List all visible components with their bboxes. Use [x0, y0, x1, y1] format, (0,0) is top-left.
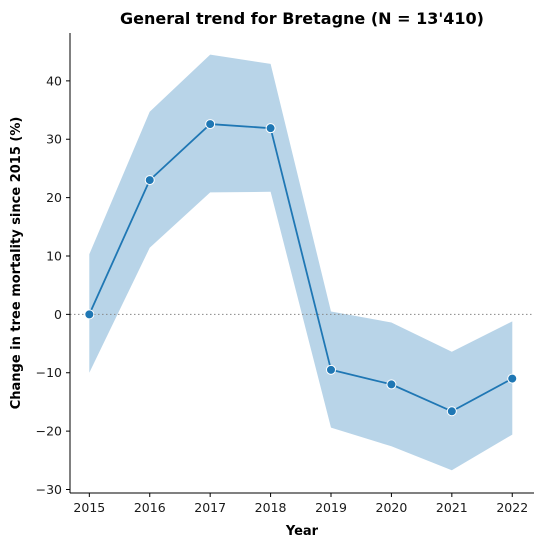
x-tick-label: 2017	[194, 500, 226, 515]
y-tick-label: 0	[54, 307, 62, 322]
plot-area: −30 −20 −10 0 10 20 30 40 2015 2016 2017 2018 2019 20…	[36, 33, 534, 515]
x-tick-label: 2018	[255, 500, 287, 515]
series-line	[88, 123, 513, 413]
data-point-2020	[386, 379, 397, 390]
x-tick-label: 2019	[315, 500, 347, 515]
data-point-2018	[265, 123, 276, 134]
data-point-2017	[205, 119, 216, 130]
data-point-2016	[144, 175, 155, 186]
chart-title: General trend for Bretagne (N = 13'410)	[120, 9, 484, 28]
y-tick-label: 10	[46, 248, 62, 263]
x-tick-label: 2016	[134, 500, 166, 515]
y-tick-label: −10	[36, 365, 62, 380]
y-tick-label: 20	[46, 190, 62, 205]
y-tick-label: 40	[46, 73, 62, 88]
x-tick-label: 2021	[436, 500, 468, 515]
y-axis-title: Change in tree mortality since 2015 (%)	[9, 117, 24, 410]
y-tick-label: −20	[36, 424, 62, 439]
data-point-2022	[507, 373, 518, 384]
confidence-band	[89, 54, 513, 471]
x-tick-label: 2022	[496, 500, 528, 515]
data-point-2015	[84, 309, 95, 320]
data-point-2019	[326, 364, 336, 375]
x-tick-label: 2020	[376, 500, 408, 515]
x-axis-title: Year	[285, 524, 319, 539]
data-point-2021	[446, 406, 457, 417]
y-tick-label: 30	[46, 132, 62, 147]
y-tick-label: −30	[36, 482, 62, 497]
x-tick-label: 2015	[73, 500, 105, 515]
